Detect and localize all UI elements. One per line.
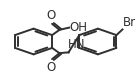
Text: O: O (46, 9, 55, 22)
Text: O: O (46, 61, 55, 74)
Text: OH: OH (70, 21, 88, 34)
Text: HN: HN (68, 38, 85, 51)
Text: Br: Br (123, 16, 136, 29)
